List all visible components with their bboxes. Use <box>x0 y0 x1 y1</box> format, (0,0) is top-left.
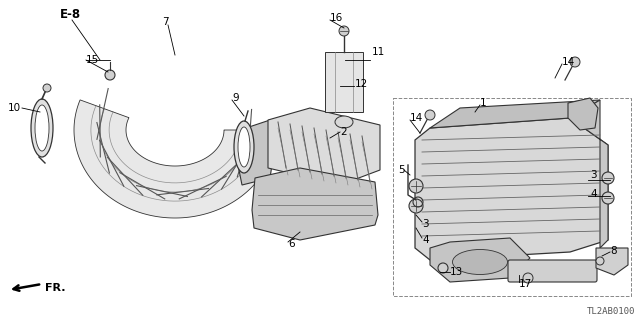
Text: FR.: FR. <box>45 283 65 293</box>
Text: 16: 16 <box>330 13 343 23</box>
Bar <box>325 52 363 112</box>
FancyBboxPatch shape <box>508 260 597 282</box>
Ellipse shape <box>234 121 254 173</box>
Ellipse shape <box>31 99 53 157</box>
Circle shape <box>409 199 423 213</box>
Circle shape <box>602 172 614 184</box>
Circle shape <box>438 263 448 273</box>
Text: 5: 5 <box>398 165 404 175</box>
Polygon shape <box>570 100 608 248</box>
Circle shape <box>596 257 604 265</box>
Text: 15: 15 <box>86 55 99 65</box>
Text: 8: 8 <box>610 246 616 256</box>
Polygon shape <box>237 120 275 185</box>
Polygon shape <box>415 118 608 260</box>
Circle shape <box>602 192 614 204</box>
Text: 7: 7 <box>162 17 168 27</box>
Text: 14: 14 <box>410 113 423 123</box>
Text: 4: 4 <box>422 235 429 245</box>
Text: 12: 12 <box>355 79 368 89</box>
Circle shape <box>339 26 349 36</box>
Text: 3: 3 <box>422 219 429 229</box>
Polygon shape <box>430 238 530 282</box>
Text: 13: 13 <box>450 267 463 277</box>
Ellipse shape <box>238 127 250 167</box>
Circle shape <box>425 110 435 120</box>
Text: 6: 6 <box>288 239 294 249</box>
Text: E-8: E-8 <box>60 9 81 21</box>
Ellipse shape <box>452 250 508 275</box>
Text: TL2AB0100: TL2AB0100 <box>587 308 635 316</box>
Text: 9: 9 <box>232 93 239 103</box>
Polygon shape <box>430 100 600 128</box>
Circle shape <box>105 70 115 80</box>
Text: 3: 3 <box>590 170 596 180</box>
Text: 2: 2 <box>340 127 347 137</box>
Text: 1: 1 <box>480 98 486 108</box>
Polygon shape <box>74 100 276 218</box>
Text: 11: 11 <box>372 47 385 57</box>
Text: 4: 4 <box>590 189 596 199</box>
Polygon shape <box>268 108 380 185</box>
Text: 17: 17 <box>519 279 532 289</box>
Polygon shape <box>596 248 628 275</box>
Circle shape <box>570 57 580 67</box>
Bar <box>393 98 631 296</box>
Text: 10: 10 <box>8 103 21 113</box>
Polygon shape <box>568 98 598 130</box>
Circle shape <box>43 84 51 92</box>
Polygon shape <box>252 168 378 240</box>
Ellipse shape <box>335 116 353 128</box>
Ellipse shape <box>35 105 49 151</box>
Text: 14: 14 <box>562 57 575 67</box>
Circle shape <box>409 179 423 193</box>
Circle shape <box>523 273 533 283</box>
